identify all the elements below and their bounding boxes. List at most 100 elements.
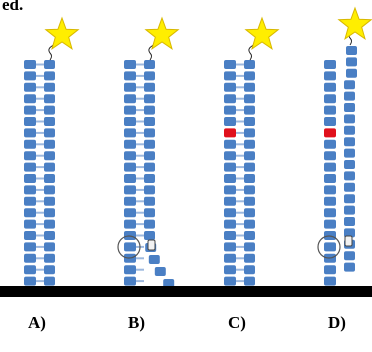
base	[44, 128, 55, 137]
base	[24, 163, 36, 172]
base	[224, 71, 236, 80]
base	[324, 140, 336, 149]
base	[144, 197, 155, 206]
base	[324, 151, 336, 160]
base	[344, 171, 355, 180]
base	[144, 83, 155, 92]
base	[224, 231, 236, 240]
mismatch-base	[345, 236, 352, 246]
base	[324, 277, 336, 286]
base	[44, 140, 55, 149]
base	[44, 83, 55, 92]
base	[344, 251, 355, 260]
base	[244, 265, 255, 274]
base	[144, 60, 155, 69]
base	[44, 151, 55, 160]
base	[24, 185, 36, 194]
base	[224, 151, 236, 160]
base	[224, 128, 236, 137]
base	[144, 128, 155, 137]
base	[44, 265, 55, 274]
base	[224, 277, 236, 286]
base	[124, 242, 136, 251]
base	[344, 149, 355, 158]
base	[224, 265, 236, 274]
base	[224, 220, 236, 229]
base	[244, 128, 255, 137]
base	[344, 217, 355, 226]
base	[324, 208, 336, 217]
base	[324, 242, 336, 251]
base	[224, 140, 236, 149]
base	[244, 151, 255, 160]
base	[324, 185, 336, 194]
base	[124, 140, 136, 149]
base	[224, 94, 236, 103]
base	[124, 117, 136, 126]
base	[124, 83, 136, 92]
base	[144, 106, 155, 115]
base	[224, 83, 236, 92]
base	[224, 174, 236, 183]
base	[44, 60, 55, 69]
base	[24, 208, 36, 217]
base	[44, 117, 55, 126]
base	[144, 208, 155, 217]
base	[124, 94, 136, 103]
base	[124, 197, 136, 206]
base	[346, 46, 357, 55]
diagram: ed. A) B) C) D)	[0, 0, 372, 352]
base	[44, 174, 55, 183]
base	[244, 83, 255, 92]
base	[224, 197, 236, 206]
base	[344, 126, 355, 135]
base	[144, 163, 155, 172]
base	[224, 60, 236, 69]
base	[44, 242, 55, 251]
base	[44, 106, 55, 115]
base	[244, 163, 255, 172]
base	[344, 92, 355, 101]
base	[24, 220, 36, 229]
base	[244, 60, 255, 69]
base	[44, 197, 55, 206]
base	[44, 277, 55, 286]
base	[324, 83, 336, 92]
base	[24, 106, 36, 115]
base	[124, 277, 136, 286]
base	[24, 94, 36, 103]
base	[124, 60, 136, 69]
base	[224, 208, 236, 217]
base	[324, 106, 336, 115]
base	[124, 265, 136, 274]
base	[346, 57, 357, 66]
base	[344, 114, 355, 123]
base	[344, 183, 355, 192]
base	[44, 208, 55, 217]
base	[144, 94, 155, 103]
base	[344, 137, 355, 146]
base	[44, 231, 55, 240]
base	[324, 265, 336, 274]
dna-strands	[24, 8, 371, 288]
base	[124, 185, 136, 194]
base	[324, 71, 336, 80]
base	[244, 208, 255, 217]
base	[324, 163, 336, 172]
base	[224, 254, 236, 263]
base	[24, 71, 36, 80]
base	[24, 83, 36, 92]
panel-label: C)	[228, 313, 246, 332]
base	[24, 231, 36, 240]
base	[324, 220, 336, 229]
base	[24, 128, 36, 137]
base	[44, 163, 55, 172]
base	[124, 163, 136, 172]
base	[24, 140, 36, 149]
base	[344, 160, 355, 169]
base	[24, 242, 36, 251]
base	[144, 71, 155, 80]
base	[144, 117, 155, 126]
base	[324, 117, 336, 126]
base	[224, 185, 236, 194]
